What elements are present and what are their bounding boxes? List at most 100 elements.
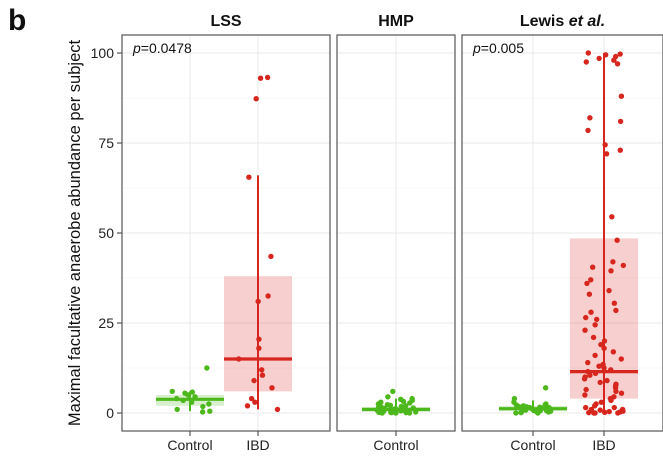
data-point	[200, 403, 206, 410]
y-tick-label: 0	[106, 405, 114, 421]
data-point	[385, 394, 391, 400]
data-point	[251, 377, 257, 384]
data-point	[586, 291, 593, 297]
panel-title: LSS	[210, 13, 241, 30]
x-tick-label: Control	[510, 437, 555, 453]
data-point	[611, 57, 617, 63]
data-point	[597, 379, 603, 386]
data-point	[236, 356, 242, 362]
data-point	[204, 365, 210, 371]
data-point	[610, 349, 617, 355]
data-point	[608, 397, 614, 404]
data-point	[597, 407, 603, 413]
data-point	[406, 410, 413, 416]
data-point	[596, 363, 602, 369]
data-point	[583, 314, 589, 321]
data-point	[542, 385, 549, 391]
data-point	[586, 409, 592, 416]
data-point	[589, 264, 596, 270]
data-point	[407, 400, 413, 406]
data-point	[620, 262, 627, 269]
data-point	[609, 214, 615, 220]
x-tick-label: Control	[167, 437, 212, 453]
data-point	[199, 409, 206, 415]
data-point	[617, 147, 623, 153]
x-tick-label: IBD	[592, 437, 615, 453]
data-point	[207, 408, 213, 414]
y-tick-label: 100	[91, 45, 115, 61]
data-point	[410, 405, 416, 411]
data-point	[185, 392, 191, 398]
p-number: =0.005	[481, 40, 524, 56]
data-point	[413, 409, 419, 415]
data-point	[582, 327, 588, 333]
data-point	[583, 386, 589, 393]
data-point	[169, 388, 175, 395]
data-point	[613, 388, 619, 395]
data-point	[581, 376, 588, 382]
y-tick-label: 50	[98, 225, 114, 241]
data-point	[614, 237, 620, 243]
data-point	[587, 372, 593, 378]
data-point	[257, 75, 264, 81]
data-point	[192, 394, 198, 400]
data-point	[174, 406, 180, 413]
data-point	[585, 50, 592, 56]
data-point	[259, 372, 266, 378]
panel-title: HMP	[378, 13, 414, 30]
y-tick-label: 25	[98, 315, 114, 331]
data-point	[608, 367, 614, 373]
data-point	[582, 392, 588, 398]
data-point	[587, 115, 593, 121]
data-point	[585, 359, 591, 366]
panel-border	[461, 34, 663, 432]
data-point	[400, 398, 407, 405]
data-point	[189, 389, 196, 395]
data-point	[596, 55, 602, 62]
data-point	[617, 51, 623, 57]
data-point	[611, 300, 618, 306]
panel-border	[121, 34, 331, 432]
data-point	[274, 406, 281, 413]
data-point	[513, 410, 519, 416]
iqr-box	[224, 276, 292, 392]
data-point	[618, 390, 625, 396]
data-point	[593, 316, 600, 323]
data-point	[618, 356, 625, 362]
data-point	[265, 293, 271, 299]
data-point	[524, 404, 530, 410]
data-point	[602, 142, 608, 148]
data-point	[188, 399, 195, 405]
data-point	[591, 410, 597, 416]
panel-letter: b	[8, 4, 27, 37]
p-number: =0.0478	[141, 40, 192, 56]
data-point	[608, 268, 614, 274]
y-tick-label: 75	[98, 135, 114, 151]
data-point	[598, 399, 605, 405]
data-point	[180, 397, 186, 404]
data-point	[390, 388, 396, 395]
data-point	[601, 345, 607, 351]
data-point	[253, 96, 259, 102]
data-point	[520, 407, 526, 413]
data-point	[598, 341, 604, 348]
data-point	[258, 367, 265, 373]
p-symbol: p	[132, 40, 141, 56]
data-point	[592, 322, 598, 328]
data-point	[206, 401, 212, 407]
p-symbol: p	[472, 40, 481, 56]
data-point	[585, 127, 591, 134]
y-axis-label: Maximal facultative anaerobe abundance p…	[66, 40, 84, 427]
data-point	[256, 345, 262, 351]
data-point	[582, 404, 589, 411]
data-point	[614, 61, 621, 67]
p-value: p=0.005	[472, 40, 524, 56]
data-point	[610, 259, 616, 265]
data-point	[544, 408, 550, 414]
p-value: p=0.0478	[132, 40, 192, 56]
data-point	[588, 309, 594, 315]
data-point	[388, 409, 394, 415]
data-point	[601, 409, 608, 415]
data-point	[592, 352, 598, 359]
